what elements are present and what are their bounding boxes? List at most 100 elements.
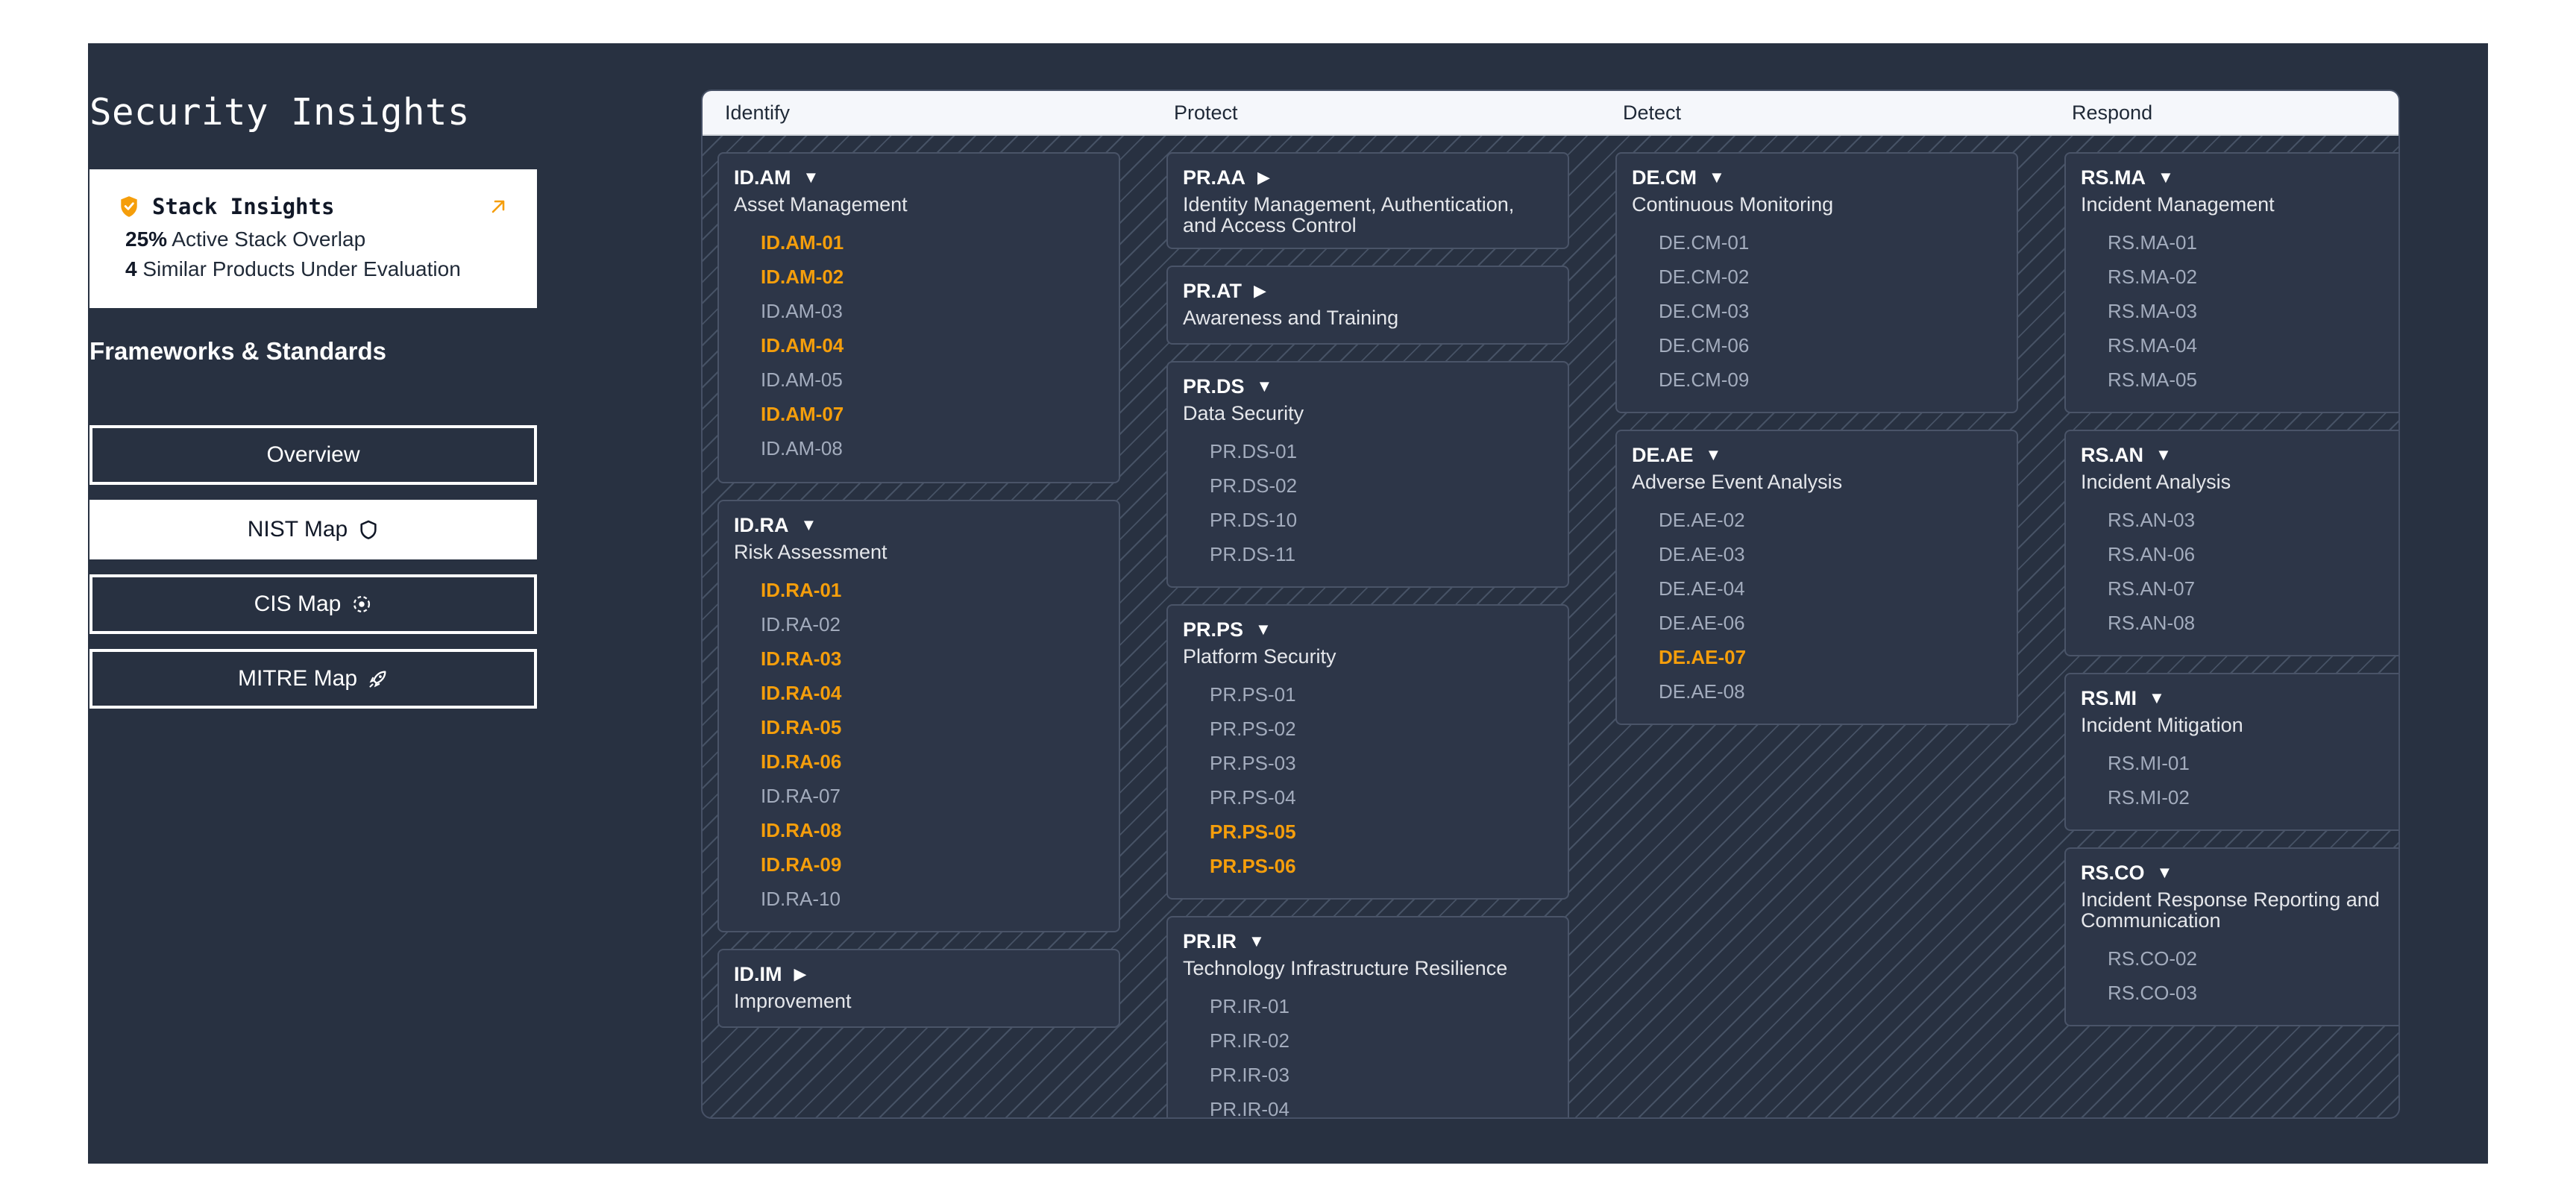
- caret-down-icon[interactable]: ▼: [2156, 863, 2173, 882]
- active-stack-overlap: 25% Active Stack Overlap: [119, 228, 507, 251]
- category-toggle-id-am[interactable]: ID.AM ▼: [734, 164, 1104, 191]
- subcategory-item[interactable]: PR.PS-03: [1210, 752, 1296, 774]
- subcategory-item[interactable]: DE.CM-03: [1659, 300, 1750, 322]
- subcategory-item[interactable]: PR.DS-02: [1210, 474, 1298, 497]
- subcategory-item[interactable]: DE.AE-02: [1659, 509, 1745, 531]
- caret-right-icon[interactable]: ▶: [1254, 281, 1266, 300]
- subcategory-item[interactable]: PR.IR-01: [1210, 995, 1289, 1017]
- category-toggle-id-im[interactable]: ID.IM ▶: [734, 961, 1104, 988]
- category-code: ID.RA: [734, 513, 789, 536]
- overview-button[interactable]: Overview: [89, 425, 537, 485]
- mitre-map-button[interactable]: MITRE Map: [89, 649, 537, 709]
- subcategory-item[interactable]: RS.AN-08: [2108, 612, 2196, 634]
- subcategory-item[interactable]: ID.RA-10: [761, 888, 841, 910]
- subcategory-item[interactable]: ID.RA-05: [761, 716, 842, 738]
- mitre-map-button-label: MITRE Map: [237, 666, 358, 691]
- caret-down-icon[interactable]: ▼: [800, 515, 817, 534]
- category-toggle-pr-at[interactable]: PR.AT ▶: [1183, 277, 1553, 304]
- cis-map-button[interactable]: CIS Map: [89, 574, 537, 634]
- subcategory-item[interactable]: DE.CM-06: [1659, 334, 1750, 357]
- subcategory-item[interactable]: DE.AE-03: [1659, 543, 1745, 565]
- subcategory-item[interactable]: DE.AE-08: [1659, 680, 1745, 703]
- category-code: DE.AE: [1632, 443, 1694, 466]
- subcategory-item[interactable]: ID.AM-04: [761, 334, 844, 357]
- nist-map-button[interactable]: NIST Map: [89, 500, 537, 559]
- subcategory-item[interactable]: ID.RA-03: [761, 647, 842, 670]
- subcategory-list: RS.MI-01 RS.MI-02: [2081, 746, 2391, 815]
- subcategory-item[interactable]: ID.RA-08: [761, 819, 842, 841]
- subcategory-item[interactable]: DE.CM-09: [1659, 368, 1750, 391]
- caret-down-icon[interactable]: ▼: [2158, 168, 2174, 186]
- caret-down-icon[interactable]: ▼: [1709, 168, 1725, 186]
- subcategory-item[interactable]: ID.RA-04: [761, 682, 842, 704]
- category-toggle-id-ra[interactable]: ID.RA ▼: [734, 512, 1104, 539]
- subcategory-item[interactable]: ID.RA-06: [761, 750, 842, 773]
- subcategory-item[interactable]: ID.AM-02: [761, 266, 844, 288]
- subcategory-item[interactable]: PR.IR-04: [1210, 1098, 1289, 1119]
- subcategory-item[interactable]: RS.MI-02: [2108, 786, 2190, 809]
- caret-right-icon[interactable]: ▶: [794, 964, 807, 983]
- caret-down-icon[interactable]: ▼: [1256, 377, 1273, 395]
- category-card-rs-ma: RS.MA ▼ Incident Management RS.MA-01 RS.MA-0…: [2064, 152, 2398, 413]
- category-toggle-pr-ps[interactable]: PR.PS ▼: [1183, 616, 1553, 643]
- category-code: ID.AM: [734, 166, 791, 189]
- category-toggle-rs-ma[interactable]: RS.MA ▼: [2081, 164, 2391, 191]
- subcategory-item[interactable]: DE.AE-07: [1659, 646, 1747, 668]
- subcategory-item[interactable]: RS.CO-03: [2108, 982, 2197, 1004]
- subcategory-item[interactable]: PR.PS-01: [1210, 683, 1296, 706]
- subcategory-item[interactable]: RS.AN-03: [2108, 509, 2196, 531]
- subcategory-item[interactable]: PR.DS-10: [1210, 509, 1298, 531]
- subcategory-item[interactable]: DE.CM-02: [1659, 266, 1750, 288]
- subcategory-item[interactable]: ID.AM-05: [761, 368, 843, 391]
- subcategory-item[interactable]: RS.AN-07: [2108, 577, 2196, 600]
- caret-down-icon[interactable]: ▼: [802, 168, 820, 186]
- subcategory-item[interactable]: DE.CM-01: [1659, 231, 1750, 254]
- subcategory-item[interactable]: PR.PS-06: [1210, 855, 1296, 877]
- subcategory-item[interactable]: ID.AM-08: [761, 437, 843, 459]
- category-toggle-pr-ir[interactable]: PR.IR ▼: [1183, 928, 1553, 955]
- caret-down-icon[interactable]: ▼: [1705, 445, 1722, 464]
- column-header-protect: Protect: [1174, 101, 1238, 124]
- subcategory-item[interactable]: PR.IR-02: [1210, 1029, 1289, 1052]
- subcategory-item[interactable]: RS.MA-02: [2108, 266, 2197, 288]
- caret-down-icon[interactable]: ▼: [1255, 620, 1272, 639]
- subcategory-item[interactable]: DE.AE-06: [1659, 612, 1745, 634]
- category-toggle-rs-co[interactable]: RS.CO ▼: [2081, 859, 2391, 886]
- category-code: PR.AT: [1183, 279, 1242, 302]
- subcategory-item[interactable]: RS.MA-01: [2108, 231, 2197, 254]
- subcategory-item[interactable]: PR.PS-05: [1210, 821, 1296, 843]
- subcategory-item[interactable]: RS.CO-02: [2108, 947, 2197, 970]
- category-toggle-pr-aa[interactable]: PR.AA ▶: [1183, 164, 1553, 191]
- subcategory-item[interactable]: PR.PS-04: [1210, 786, 1296, 809]
- subcategory-item[interactable]: ID.AM-07: [761, 403, 844, 425]
- caret-down-icon[interactable]: ▼: [2149, 688, 2165, 707]
- caret-right-icon[interactable]: ▶: [1257, 168, 1270, 186]
- category-toggle-de-ae[interactable]: DE.AE ▼: [1632, 442, 2002, 468]
- subcategory-item[interactable]: ID.RA-01: [761, 579, 842, 601]
- subcategory-item[interactable]: RS.MA-04: [2108, 334, 2197, 357]
- external-link-arrow-icon[interactable]: [489, 198, 507, 216]
- category-toggle-rs-an[interactable]: RS.AN ▼: [2081, 442, 2391, 468]
- subcategory-item[interactable]: PR.DS-11: [1210, 543, 1296, 565]
- subcategory-item[interactable]: ID.RA-02: [761, 613, 841, 636]
- column-header-detect: Detect: [1623, 101, 1682, 124]
- category-toggle-pr-ds[interactable]: PR.DS ▼: [1183, 373, 1553, 400]
- subcategory-item[interactable]: ID.AM-01: [761, 231, 844, 254]
- subcategory-item[interactable]: RS.MA-03: [2108, 300, 2197, 322]
- subcategory-item[interactable]: RS.MI-01: [2108, 752, 2190, 774]
- stack-insights-card: Stack Insights 25% Active Stack Overlap …: [89, 169, 537, 308]
- caret-down-icon[interactable]: ▼: [2155, 445, 2172, 464]
- category-toggle-rs-mi[interactable]: RS.MI ▼: [2081, 685, 2391, 712]
- subcategory-item[interactable]: ID.RA-07: [761, 785, 841, 807]
- subcategory-item[interactable]: ID.AM-03: [761, 300, 843, 322]
- subcategory-item[interactable]: PR.DS-01: [1210, 440, 1298, 462]
- caret-down-icon[interactable]: ▼: [1248, 932, 1265, 950]
- category-name: Risk Assessment: [734, 541, 888, 563]
- subcategory-item[interactable]: RS.AN-06: [2108, 543, 2196, 565]
- subcategory-item[interactable]: PR.PS-02: [1210, 718, 1296, 740]
- subcategory-item[interactable]: PR.IR-03: [1210, 1064, 1289, 1086]
- subcategory-item[interactable]: RS.MA-05: [2108, 368, 2197, 391]
- subcategory-item[interactable]: ID.RA-09: [761, 853, 842, 876]
- subcategory-item[interactable]: DE.AE-04: [1659, 577, 1745, 600]
- category-toggle-de-cm[interactable]: DE.CM ▼: [1632, 164, 2002, 191]
